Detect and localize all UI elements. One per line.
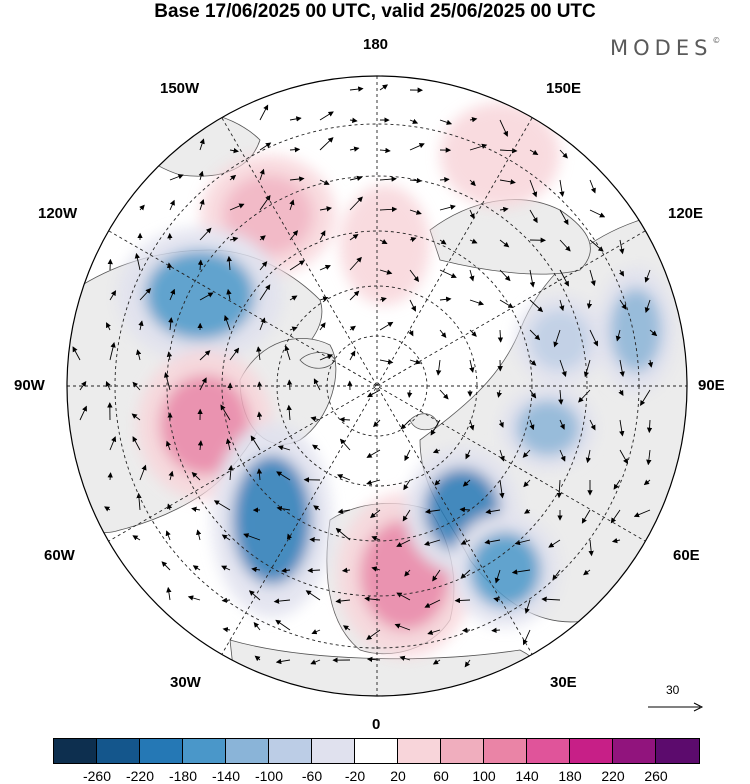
colorbar-tick-label: -60 [302, 768, 322, 784]
lon-label-30w: 30W [170, 674, 201, 691]
lon-label-90w: 90W [14, 377, 45, 394]
colorbar-swatch [97, 739, 140, 763]
lon-label-120e: 120E [668, 205, 703, 222]
negative-anomaly [469, 532, 541, 608]
lon-label-30e: 30E [550, 674, 577, 691]
colorbar-tick-label: -20 [345, 768, 365, 784]
lon-label-150w: 150W [160, 80, 199, 97]
colorbar-tick-label: -260 [83, 768, 111, 784]
colorbar-tick-label: -220 [126, 768, 154, 784]
colorbar-tick-label: -100 [255, 768, 283, 784]
colorbar-swatch [613, 739, 656, 763]
wind-vector [110, 473, 111, 480]
lon-label-120w: 120W [38, 205, 77, 222]
negative-anomaly [610, 288, 662, 372]
colorbar-swatch [527, 739, 570, 763]
colorbar-swatch [54, 739, 97, 763]
colorbar-tick-label: 260 [644, 768, 667, 784]
colorbar-swatch [183, 739, 226, 763]
colorbar-swatch [140, 739, 183, 763]
right-arrow-icon [646, 700, 706, 714]
colorbar-swatch [269, 739, 312, 763]
lon-label-60w: 60W [44, 547, 75, 564]
negative-anomaly [516, 400, 580, 456]
lon-label-180: 180 [363, 36, 388, 53]
colorbar-tick-label: 60 [433, 768, 449, 784]
colorbar-swatch [570, 739, 613, 763]
colorbar-ticks: -260 -220 -180 -140 -100 -60 -20 20 60 100 140 180 2… [53, 768, 703, 783]
lon-label-0: 0 [372, 716, 380, 733]
colorbar-tick-label: 180 [558, 768, 581, 784]
colorbar-swatch [312, 739, 355, 763]
colorbar [53, 738, 700, 764]
colorbar-tick-label: 220 [601, 768, 624, 784]
lon-label-90e: 90E [698, 377, 725, 394]
colorbar-swatch [441, 739, 484, 763]
vector-scale-label: 30 [666, 683, 679, 697]
lon-label-60e: 60E [673, 547, 700, 564]
colorbar-tick-label: -180 [169, 768, 197, 784]
colorbar-tick-label: -140 [212, 768, 240, 784]
colorbar-swatch [656, 739, 699, 763]
lon-label-150e: 150E [546, 80, 581, 97]
colorbar-swatch [398, 739, 441, 763]
colorbar-swatch [226, 739, 269, 763]
wind-vector [463, 630, 470, 631]
colorbar-swatch [355, 739, 398, 763]
colorbar-tick-label: 100 [472, 768, 495, 784]
colorbar-tick-label: 140 [515, 768, 538, 784]
colorbar-tick-label: 20 [390, 768, 406, 784]
colorbar-swatch [484, 739, 527, 763]
wind-vector [310, 539, 320, 540]
positive-anomaly [355, 205, 415, 285]
